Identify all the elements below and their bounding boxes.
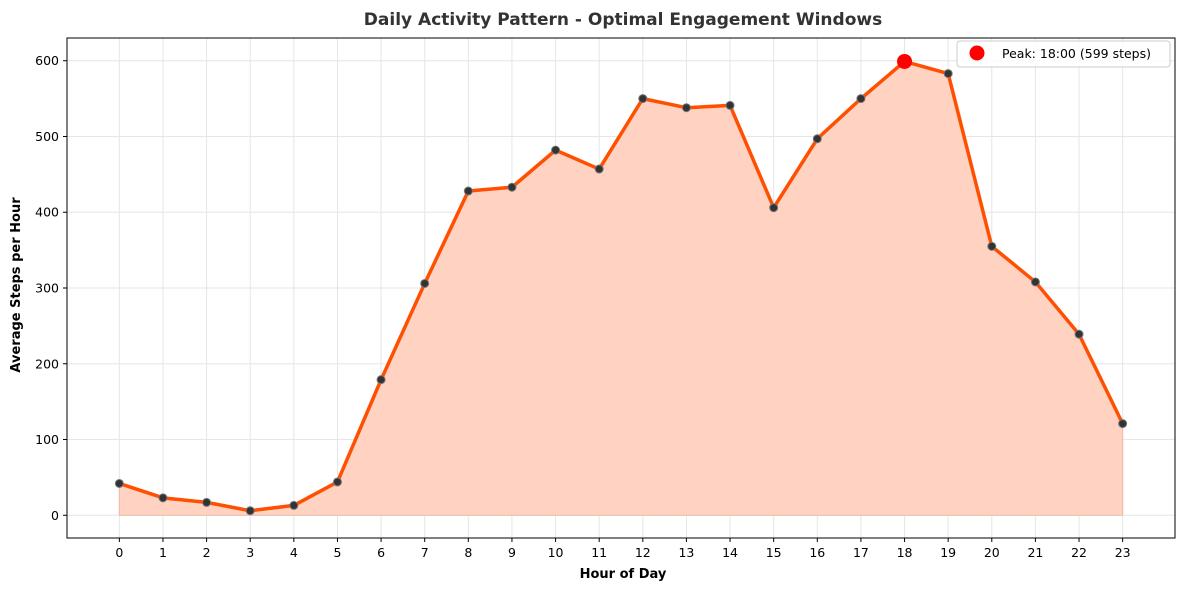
x-tick-label: 22 [1071,545,1087,560]
data-point [594,164,604,174]
data-point [245,506,255,516]
data-point [856,94,866,104]
x-tick-label: 3 [246,545,254,560]
x-tick-label: 19 [940,545,956,560]
x-tick-label: 17 [853,545,869,560]
x-tick-label: 18 [897,545,913,560]
data-point [420,278,430,288]
y-axis-ticks: 0 100 200 300 400 500 600 [35,53,67,523]
data-point [812,134,822,144]
x-tick-label: 7 [421,545,429,560]
data-point [1118,419,1128,429]
data-point [507,182,517,192]
data-point [638,94,648,104]
data-point [681,103,691,113]
data-point [725,100,735,110]
x-tick-label: 2 [203,545,211,560]
x-tick-label: 5 [333,545,341,560]
y-tick-label: 0 [51,508,59,523]
data-point [987,241,997,251]
legend-entry-peak: Peak: 18:00 (599 steps) [1002,46,1151,61]
x-axis-ticks: 0 1 2 3 4 5 6 7 8 9 10 11 12 13 14 15 16 17 18 19 20 21 22 23 [115,538,1131,560]
x-tick-label: 0 [115,545,123,560]
series-line [118,59,1125,513]
x-tick-label: 6 [377,545,385,560]
data-point [1030,277,1040,287]
x-tick-label: 21 [1027,545,1043,560]
x-tick-label: 16 [809,545,825,560]
x-tick-label: 23 [1115,545,1131,560]
y-axis-label: Average Steps per Hour [9,197,24,373]
data-point [289,500,299,510]
data-point [463,186,473,196]
x-tick-label: 10 [548,545,564,560]
data-point [551,145,561,155]
x-tick-label: 8 [464,545,472,560]
y-tick-label: 300 [35,281,59,296]
data-point [1074,329,1084,339]
data-point [769,203,779,213]
data-point [114,478,124,488]
data-point [158,493,168,503]
x-axis-label: Hour of Day [580,567,667,582]
data-point [376,375,386,385]
y-tick-label: 200 [35,356,59,371]
y-tick-label: 600 [35,53,59,68]
legend-peak-marker [969,45,985,61]
x-tick-label: 20 [984,545,1000,560]
chart-title: Daily Activity Pattern - Optimal Engagem… [364,10,882,30]
x-tick-label: 9 [508,545,516,560]
x-tick-label: 15 [766,545,782,560]
x-tick-label: 1 [159,545,167,560]
x-tick-label: 12 [635,545,651,560]
x-tick-label: 11 [591,545,607,560]
data-point [202,497,212,507]
y-tick-label: 400 [35,205,59,220]
data-point [332,477,342,487]
x-tick-label: 13 [678,545,694,560]
y-tick-label: 500 [35,129,59,144]
x-tick-label: 4 [290,545,298,560]
y-tick-label: 100 [35,432,59,447]
legend-box [956,40,1171,68]
data-point [943,69,953,79]
peak-marker [897,53,913,69]
data-points [114,53,1128,516]
legend: Peak: 18:00 (599 steps) [956,40,1171,68]
x-tick-label: 14 [722,545,738,560]
